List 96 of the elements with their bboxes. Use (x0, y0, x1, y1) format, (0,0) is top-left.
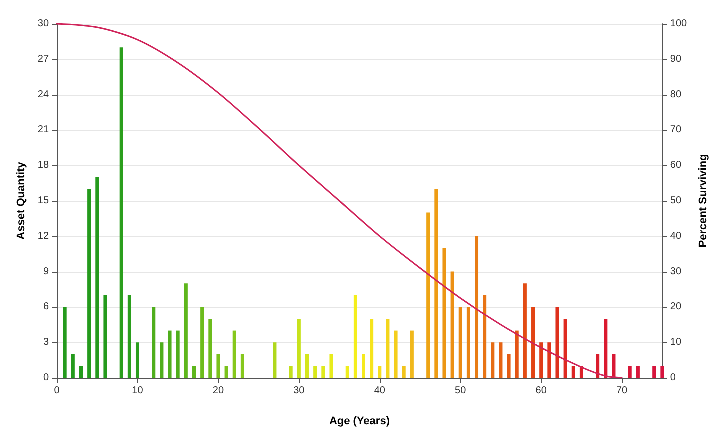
x-tick-label: 0 (54, 386, 60, 396)
y-tick-label: 21 (38, 124, 50, 136)
y2-tick-label: 80 (670, 89, 682, 100)
bar (168, 330, 172, 378)
bar (612, 354, 616, 378)
bar (232, 330, 236, 378)
bar (240, 354, 244, 378)
x-tick-label: 30 (294, 386, 306, 396)
bar (378, 366, 382, 378)
x-tick-label: 10 (132, 386, 144, 396)
bar (63, 307, 67, 378)
y2-axis-title: Percent Surviving (698, 154, 710, 248)
y-tick-label: 3 (43, 337, 50, 348)
bar (184, 284, 188, 378)
bar (532, 307, 536, 378)
bar (660, 366, 664, 378)
y2-tick-label: 0 (670, 372, 676, 384)
bar (136, 342, 140, 378)
bar (79, 366, 83, 378)
bar (224, 366, 228, 378)
x-tick-label: 20 (212, 386, 224, 396)
bar (507, 354, 511, 378)
bar (354, 295, 358, 378)
x-tick-label: 70 (616, 386, 628, 396)
y-tick-label: 27 (38, 54, 50, 65)
y-tick-label: 12 (38, 230, 50, 242)
bar (386, 319, 390, 378)
bar (297, 319, 301, 378)
x-tick-label: 60 (536, 386, 548, 396)
bar (322, 366, 326, 378)
bar (402, 366, 406, 378)
y-tick-label: 9 (43, 266, 50, 278)
y-axis-title: Asset Quantity (16, 161, 28, 240)
bar (515, 330, 519, 378)
bar (120, 48, 124, 378)
bar (540, 342, 544, 378)
bar (499, 342, 503, 378)
bar (491, 342, 495, 378)
y-tick-label: 6 (43, 302, 50, 313)
bar (652, 366, 656, 378)
bar (450, 272, 454, 378)
bar (176, 330, 180, 378)
bar (289, 366, 293, 378)
bar (434, 189, 438, 378)
bar (216, 354, 220, 378)
x-tick-label: 50 (455, 386, 467, 396)
bar (273, 342, 277, 378)
bar (572, 366, 576, 378)
bar (160, 342, 164, 378)
bar (628, 366, 632, 378)
bar (330, 354, 334, 378)
y2-tick-label: 100 (670, 18, 688, 30)
bar (466, 307, 470, 378)
y2-tick-label: 10 (670, 337, 682, 348)
y2-tick-label: 70 (670, 124, 682, 136)
bar (426, 212, 430, 378)
bar (458, 307, 462, 378)
bar (306, 354, 309, 378)
y2-tick-label: 50 (670, 196, 682, 206)
bar (200, 307, 204, 378)
bar (96, 177, 100, 378)
bar (564, 319, 568, 378)
bar (556, 307, 560, 378)
bar (128, 295, 132, 378)
x-axis-title: Age (Years) (329, 416, 390, 428)
bar (394, 330, 398, 378)
bar (604, 319, 608, 378)
bar (442, 248, 446, 378)
bar (475, 236, 479, 378)
bar (370, 319, 374, 378)
bar (523, 284, 527, 378)
bar (548, 342, 552, 378)
bar (152, 307, 156, 378)
y-tick-label: 0 (43, 372, 50, 384)
y-tick-label: 30 (38, 18, 50, 30)
y2-tick-label: 20 (670, 302, 682, 313)
bar (596, 354, 600, 378)
y-tick-label: 15 (38, 196, 50, 206)
bar (192, 366, 196, 378)
y2-tick-label: 60 (670, 160, 682, 172)
bar (314, 366, 318, 378)
x-tick-label: 40 (374, 386, 386, 396)
bar (483, 295, 487, 378)
y2-tick-label: 30 (670, 266, 682, 278)
y-tick-label: 24 (38, 89, 50, 100)
bar (71, 354, 75, 378)
bar (346, 366, 350, 378)
bar (208, 319, 212, 378)
bar (104, 295, 108, 378)
y2-tick-label: 90 (670, 54, 682, 65)
bar (636, 366, 640, 378)
bar (410, 330, 414, 378)
bar (362, 354, 366, 378)
bar (88, 189, 92, 378)
y-tick-label: 18 (38, 160, 50, 172)
y2-tick-label: 40 (670, 230, 682, 242)
